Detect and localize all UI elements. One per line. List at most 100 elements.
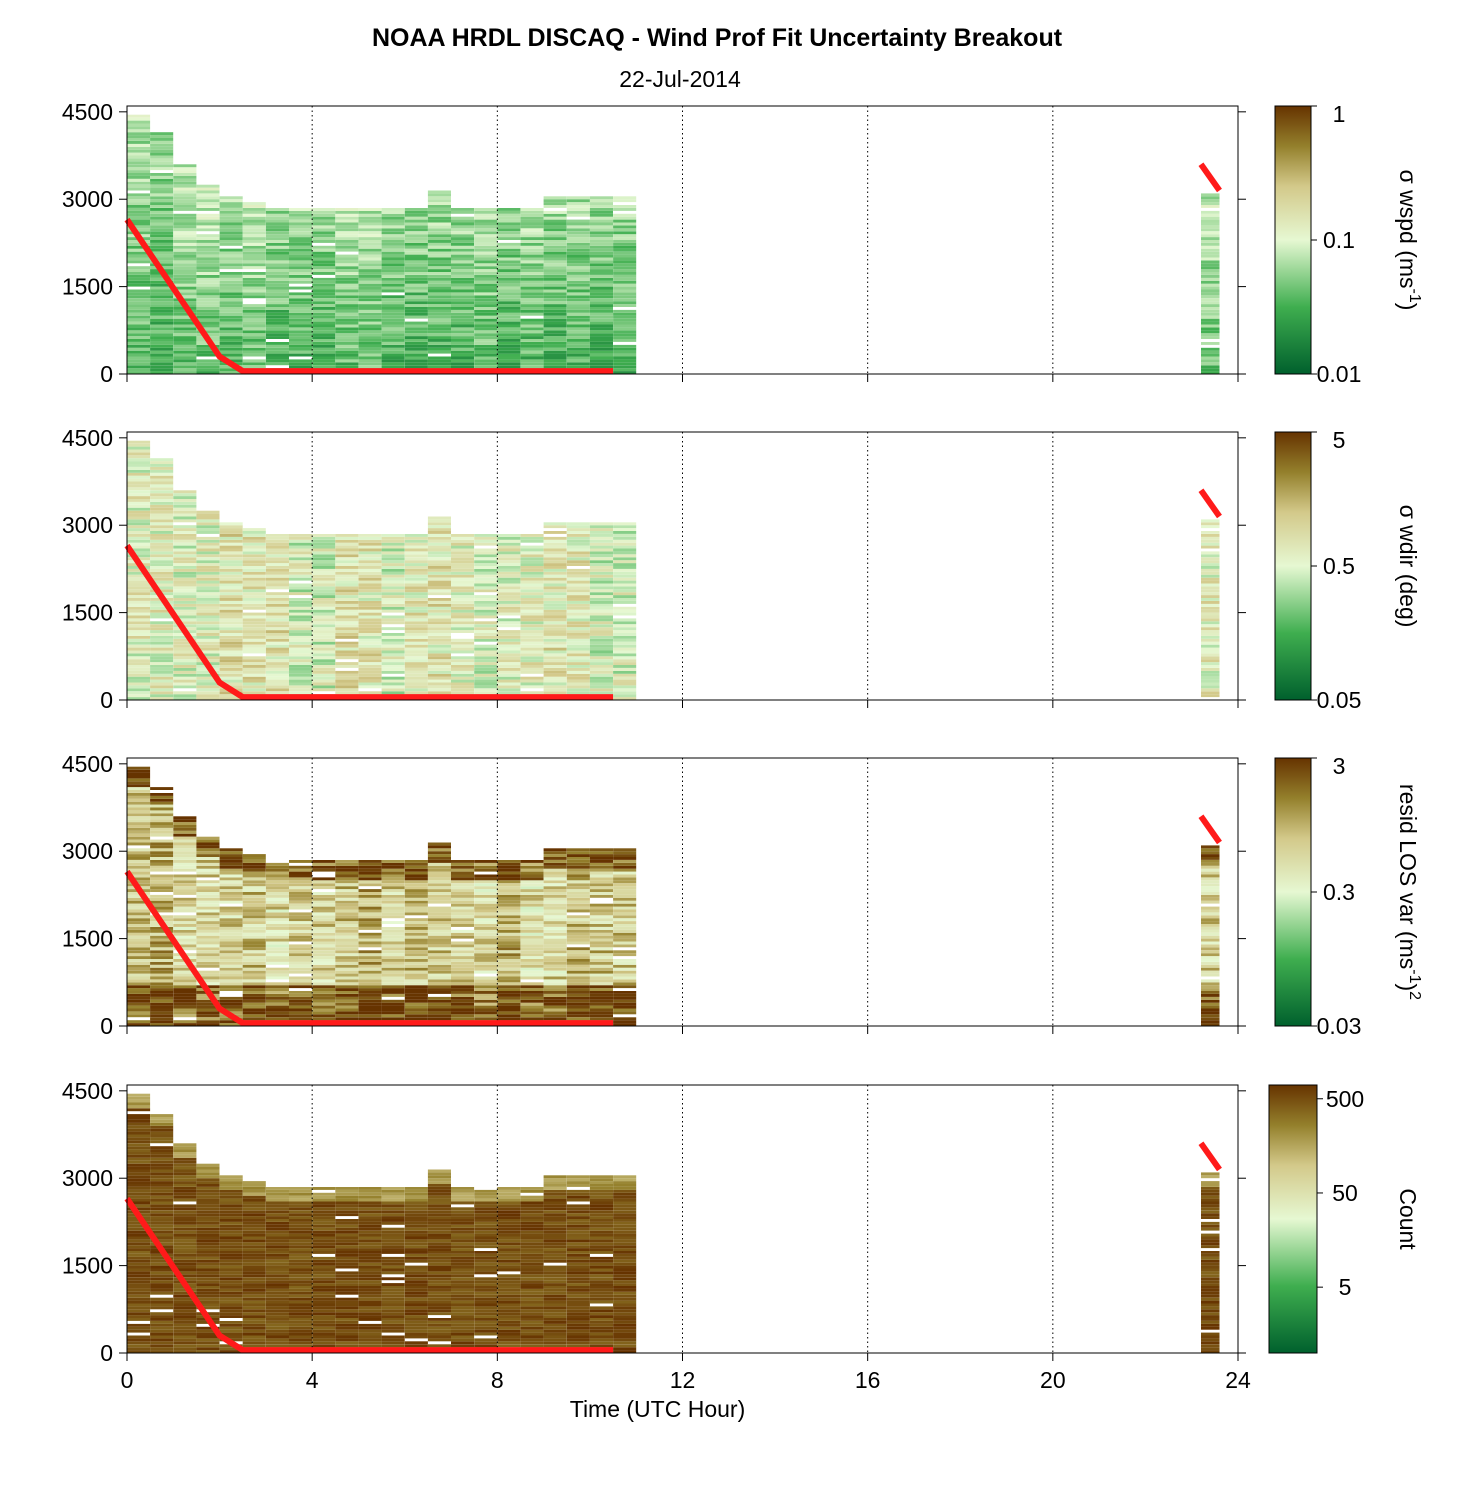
heatmap-cell — [127, 1291, 151, 1295]
heatmap-cell — [358, 624, 382, 628]
heatmap-cell — [289, 1245, 313, 1249]
heatmap-cell — [474, 988, 498, 991]
heatmap-cell — [173, 889, 197, 892]
heatmap-cell — [127, 298, 151, 302]
heatmap-cell — [358, 1303, 382, 1307]
heatmap-cell — [613, 571, 637, 575]
heatmap-cell — [589, 342, 613, 345]
heatmap-cell — [219, 1262, 243, 1266]
heatmap-cell — [312, 356, 336, 360]
heatmap-cell — [451, 906, 475, 910]
heatmap-cell — [451, 231, 475, 235]
heatmap-cell — [566, 892, 590, 895]
heatmap-cell — [242, 915, 266, 919]
heatmap-cell — [242, 638, 266, 642]
heatmap-cell — [451, 685, 475, 689]
heatmap-cell — [613, 973, 637, 977]
heatmap-cell — [543, 266, 567, 270]
heatmap-cell — [543, 595, 567, 598]
heatmap-cell — [1201, 598, 1220, 601]
heatmap-cell — [566, 548, 590, 552]
heatmap-cell — [219, 1023, 243, 1026]
heatmap-cell — [335, 894, 359, 898]
heatmap-cell — [312, 1236, 336, 1240]
heatmap-cell — [358, 1008, 382, 1012]
heatmap-cell — [404, 903, 428, 907]
heatmap-cell — [219, 339, 243, 342]
heatmap-cell — [497, 339, 521, 342]
heatmap-cell — [335, 924, 359, 927]
heatmap-cell — [127, 694, 151, 698]
heatmap-cell — [127, 196, 151, 200]
heatmap-cell — [358, 216, 382, 220]
heatmap-cell — [150, 1291, 174, 1295]
heatmap-cell — [312, 1224, 336, 1228]
heatmap-cell — [381, 659, 405, 663]
heatmap-cell — [312, 1192, 336, 1196]
heatmap-cell — [613, 327, 637, 331]
heatmap-cell — [150, 1306, 174, 1310]
heatmap-cell — [381, 583, 405, 587]
heatmap-cell — [127, 336, 151, 339]
heatmap-cell — [1201, 272, 1220, 275]
heatmap-cell — [242, 242, 266, 246]
heatmap-cell — [520, 889, 544, 892]
heatmap-cell — [265, 1216, 289, 1219]
heatmap-cell — [566, 609, 590, 613]
heatmap-cell — [312, 1230, 336, 1234]
heatmap-cell — [242, 618, 266, 622]
heatmap-cell — [335, 307, 359, 310]
heatmap-cell — [1201, 240, 1220, 243]
heatmap-cell — [404, 959, 428, 962]
heatmap-cell — [127, 534, 151, 537]
heatmap-cell — [242, 592, 266, 596]
heatmap-cell — [358, 353, 382, 357]
heatmap-cell — [127, 513, 151, 517]
heatmap-cell — [520, 254, 544, 258]
heatmap-cell — [127, 833, 151, 837]
heatmap-cell — [358, 967, 382, 971]
heatmap-cell — [173, 1149, 197, 1152]
heatmap-cell — [520, 665, 544, 668]
heatmap-cell — [1201, 874, 1220, 878]
heatmap-cell — [219, 633, 243, 636]
heatmap-cell — [497, 551, 521, 555]
heatmap-cell — [127, 539, 151, 543]
heatmap-cell — [474, 877, 498, 881]
heatmap-cell — [219, 312, 243, 316]
heatmap-cell — [219, 1280, 243, 1284]
heatmap-cell — [289, 286, 313, 290]
heatmap-cell — [543, 894, 567, 898]
heatmap-cell — [427, 589, 451, 593]
heatmap-cell — [265, 210, 289, 214]
heatmap-cell — [404, 956, 428, 959]
heatmap-cell — [474, 344, 498, 348]
heatmap-cell — [219, 210, 243, 214]
heatmap-cell — [127, 615, 151, 619]
heatmap-cell — [219, 1312, 243, 1316]
figure-title: NOAA HRDL DISCAQ - Wind Prof Fit Uncerta… — [372, 24, 1063, 52]
heatmap-cell — [566, 979, 590, 983]
heatmap-cell — [613, 982, 637, 986]
heatmap-cell — [589, 301, 613, 305]
heatmap-cell — [1201, 522, 1220, 526]
heatmap-cell — [196, 548, 220, 552]
heatmap-cell — [520, 353, 544, 357]
heatmap-cell — [589, 641, 613, 645]
heatmap-cell — [520, 309, 544, 313]
heatmap-cell — [520, 868, 544, 872]
heatmap-cell — [451, 356, 475, 360]
heatmap-cell — [589, 624, 613, 628]
heatmap-cell — [173, 656, 197, 660]
heatmap-cell — [312, 583, 336, 587]
heatmap-cell — [173, 839, 197, 843]
heatmap-cell — [427, 193, 451, 197]
heatmap-cell — [242, 545, 266, 549]
heatmap-cell — [219, 653, 243, 657]
heatmap-cell — [613, 1005, 637, 1009]
heatmap-cell — [404, 225, 428, 229]
heatmap-cell — [1201, 318, 1220, 322]
heatmap-cell — [173, 1318, 197, 1321]
heatmap-cell — [358, 318, 382, 322]
heatmap-cell — [127, 359, 151, 363]
